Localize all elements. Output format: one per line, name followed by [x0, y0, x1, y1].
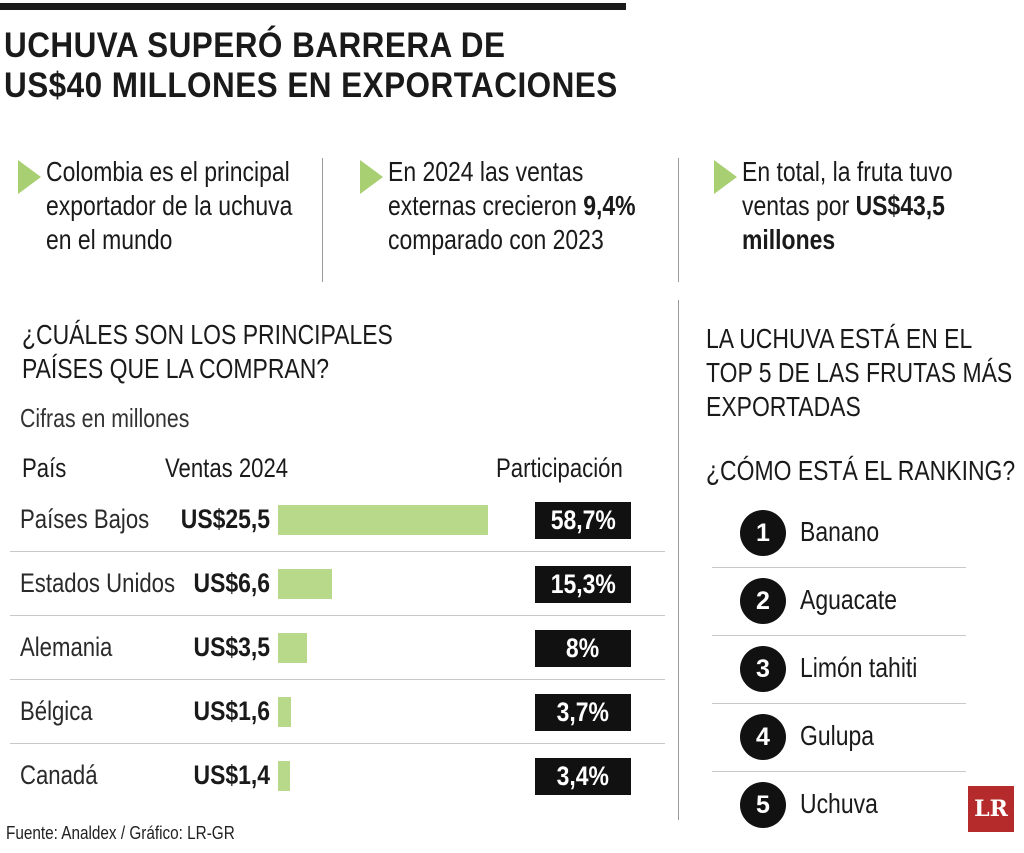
sales-bar — [278, 633, 307, 663]
country-label: Estados Unidos — [20, 568, 176, 598]
fact-text: En total, la fruta tuvo — [742, 156, 953, 187]
sales-bar — [278, 569, 333, 599]
ranking-item: 3 Limón tahiti — [712, 636, 966, 704]
rank-number-badge: 5 — [740, 782, 786, 828]
share-badge: 58,7% — [535, 502, 631, 539]
rank-number-badge: 1 — [740, 510, 786, 556]
fact-text: millones — [742, 224, 836, 255]
fact-text: en el mundo — [46, 224, 173, 255]
source-note: Fuente: Analdex / Gráfico: LR-GR — [6, 823, 235, 843]
column-header-sales: Ventas 2024 — [165, 453, 289, 483]
fact-highlight: US$43,5 — [855, 190, 945, 221]
row-divider — [10, 743, 665, 744]
fact-divider — [322, 158, 323, 282]
row-divider — [712, 567, 966, 568]
fruit-name: Banano — [800, 516, 880, 547]
rank-number-badge: 2 — [740, 578, 786, 624]
row-divider — [712, 703, 966, 704]
fact-divider — [678, 158, 679, 282]
country-label: Países Bajos — [20, 504, 150, 534]
sales-value-label: US$1,6 — [193, 696, 270, 726]
ranking-item: 2 Aguacate — [712, 568, 966, 636]
fact-growth: En 2024 las ventas externas crecieron 9,… — [360, 155, 660, 285]
headline-line-1: UCHUVA SUPERÓ BARRERA DE — [4, 26, 506, 65]
ranking-title: LA UCHUVA ESTÁ EN EL TOP 5 DE LAS FRUTAS… — [706, 323, 1013, 422]
fact-text: En 2024 las ventas — [388, 156, 584, 187]
row-divider — [10, 615, 665, 616]
sales-value-label: US$1,4 — [193, 760, 270, 790]
ranking-item: 5 Uchuva — [712, 772, 966, 840]
fruit-name: Limón tahiti — [800, 652, 918, 683]
ranking-item: 4 Gulupa — [712, 704, 966, 772]
column-header-share: Participación — [496, 453, 623, 483]
headline: UCHUVA SUPERÓ BARRERA DE US$40 MILLONES … — [4, 26, 644, 106]
rank-number-badge: 3 — [740, 646, 786, 692]
lr-logo: LR — [968, 786, 1014, 832]
fruit-name: Uchuva — [800, 788, 878, 819]
fact-text: comparado con 2023 — [388, 224, 604, 255]
fact-total-sales: En total, la fruta tuvo ventas por US$43… — [714, 155, 1014, 285]
sales-value-label: US$25,5 — [180, 504, 270, 534]
table-row: Bélgica US$1,6 3,7% — [10, 679, 665, 744]
sales-value-label: US$3,5 — [193, 632, 270, 662]
row-divider — [712, 635, 966, 636]
fact-text: Colombia es el principal — [46, 156, 290, 187]
fact-text: ventas por US$43,5 — [742, 190, 945, 221]
ranking-subtitle: ¿CÓMO ESTÁ EL RANKING? — [706, 455, 1016, 486]
fact-principal-exporter: Colombia es el principal exportador de l… — [18, 155, 318, 285]
share-badge: 3,4% — [535, 758, 631, 795]
units-subtitle: Cifras en millones — [20, 403, 190, 433]
rank-number-badge: 4 — [740, 714, 786, 760]
triangle-bullet-icon — [714, 160, 737, 194]
sales-bar — [278, 761, 290, 791]
table-row: Canadá US$1,4 3,4% — [10, 743, 665, 808]
table-row: Países Bajos US$25,5 58,7% — [10, 487, 665, 552]
share-badge: 15,3% — [535, 566, 631, 603]
section-divider — [678, 300, 679, 820]
country-label: Alemania — [20, 632, 113, 662]
headline-line-2: US$40 MILLONES EN EXPORTACIONES — [4, 66, 618, 105]
triangle-bullet-icon — [360, 160, 383, 194]
fruit-name: Aguacate — [800, 584, 898, 615]
country-label: Bélgica — [20, 696, 93, 726]
fact-text: exportador de la uchuva — [46, 190, 293, 221]
fruit-name: Gulupa — [800, 720, 875, 751]
country-label: Canadá — [20, 760, 98, 790]
ranking-item: 1 Banano — [712, 500, 966, 568]
share-badge: 3,7% — [535, 694, 631, 731]
row-divider — [10, 679, 665, 680]
sales-value-label: US$6,6 — [193, 568, 270, 598]
sales-bar — [278, 505, 488, 535]
triangle-bullet-icon — [18, 160, 41, 194]
sales-bar — [278, 697, 292, 727]
table-row: Alemania US$3,5 8% — [10, 615, 665, 680]
buyers-title: ¿CUÁLES SON LOS PRINCIPALES PAÍSES QUE L… — [22, 319, 393, 384]
row-divider — [712, 771, 966, 772]
row-divider — [10, 551, 665, 552]
top-rule — [0, 3, 626, 10]
table-row: Estados Unidos US$6,6 15,3% — [10, 551, 665, 616]
share-badge: 8% — [535, 630, 631, 667]
fact-text: externas crecieron 9,4% — [388, 190, 636, 221]
column-header-country: País — [22, 453, 67, 483]
fact-highlight: 9,4% — [583, 190, 636, 221]
